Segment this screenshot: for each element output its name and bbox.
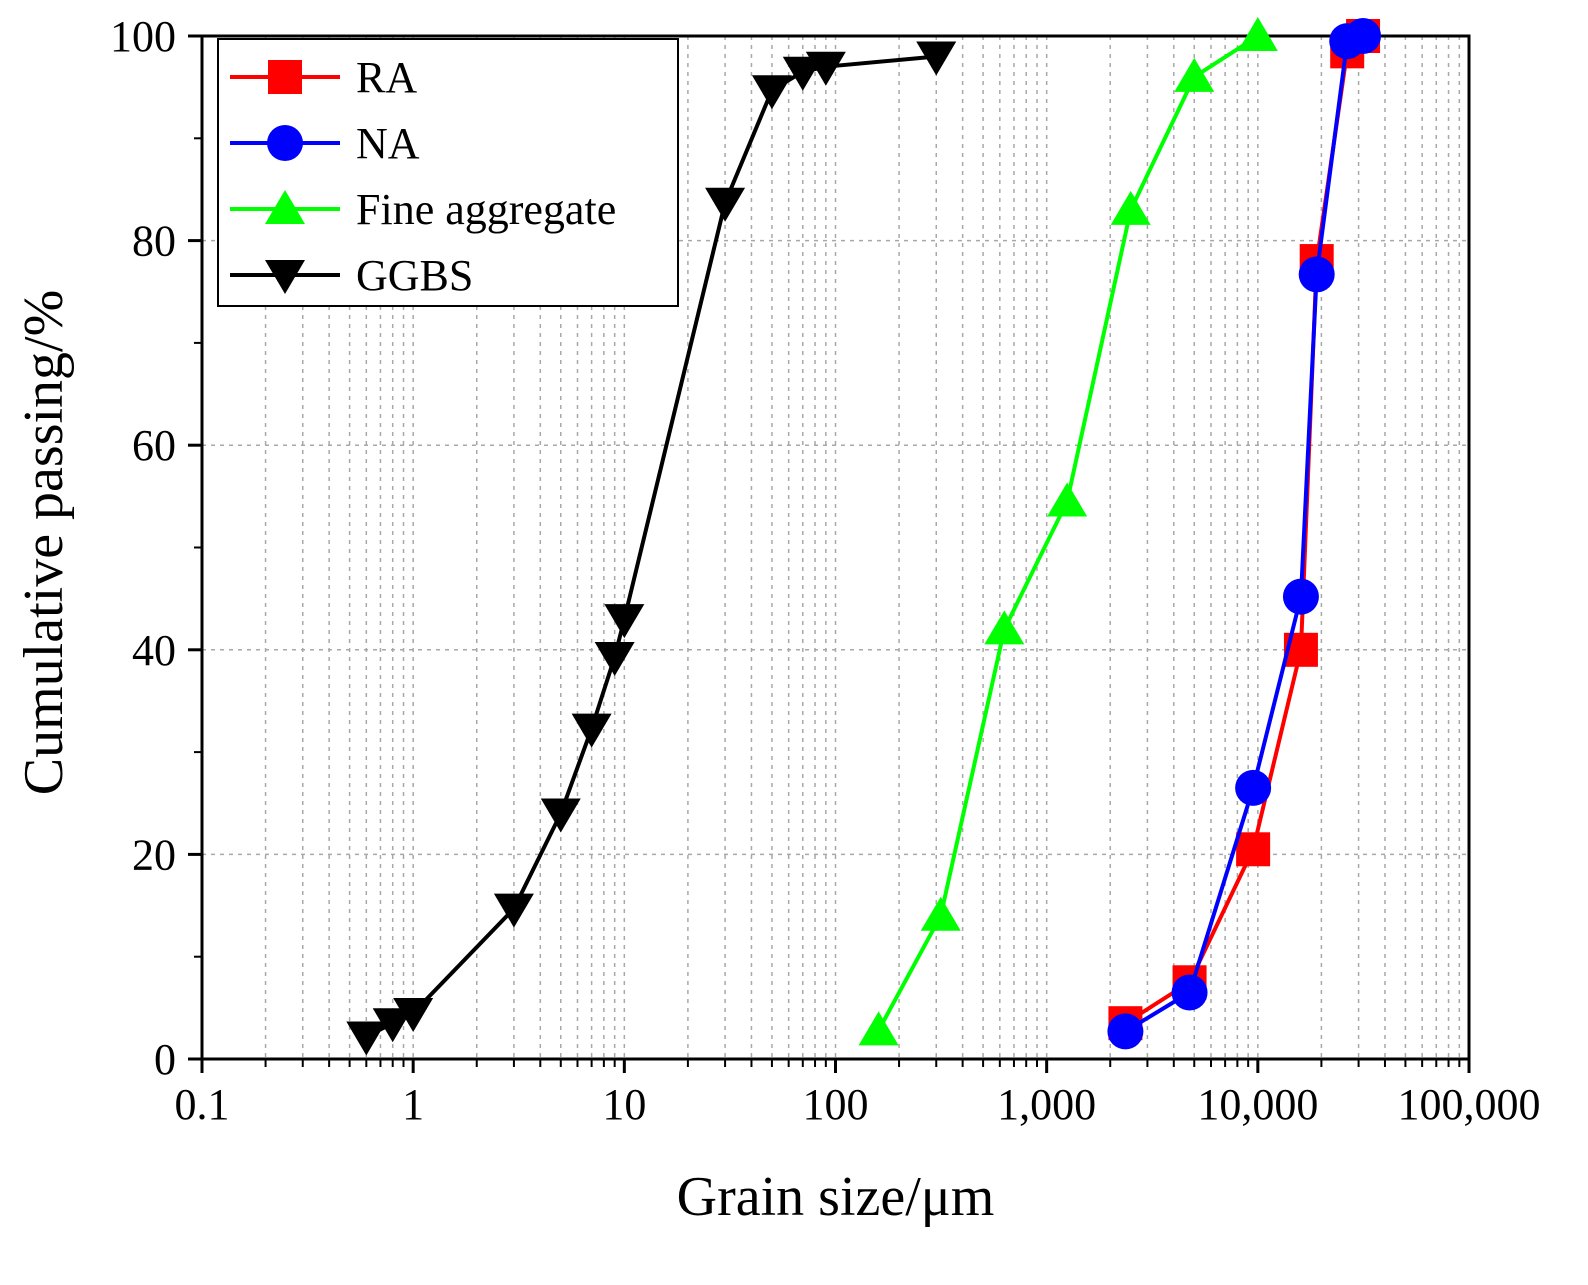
data-point-na [1282,578,1319,615]
legend-label-ra: RA [356,53,417,102]
series-line-fine-aggregate [876,34,1259,1032]
data-point-na [1345,18,1382,54]
data-point-fine-aggregate [1237,17,1278,51]
data-point-ggbs [805,51,846,86]
data-point-ggbs [782,56,823,91]
y-tick-label: 100 [110,12,176,61]
x-axis-title: Grain size/μm [677,1166,995,1228]
axis-ticks: 0.1 1 10 100 1,000 10,000 100,000 0 20 40 60 80 100 [110,12,1541,1129]
data-point-na [1298,256,1335,293]
series-ggbs [346,41,957,1056]
y-tick-label: 20 [132,830,176,879]
data-point-ggbs [571,713,612,748]
legend-marker-fine-aggregate [265,190,305,224]
series-line-na [1124,34,1364,1034]
data-point-fine-aggregate [1047,482,1088,517]
series-fine-aggregate [858,17,1278,1046]
x-tick-label: 1 [402,1080,424,1129]
legend: RA NA Fine aggregate GGBS [217,38,679,307]
data-point-ggbs [540,798,581,833]
data-point-na [1235,769,1272,806]
data-point-fine-aggregate [1174,57,1215,92]
data-point-ra [1236,832,1271,867]
x-tick-label: 0.1 [175,1080,230,1129]
data-point-ggbs [705,187,746,222]
data-point-ggbs [916,41,957,76]
data-point-na [1171,974,1208,1011]
y-axis-title: Cumulative passing/% [13,290,75,796]
y-tick-label: 60 [132,421,176,470]
x-tick-label: 10 [602,1080,646,1129]
data-point-fine-aggregate [858,1011,899,1046]
data-point-ggbs [346,1021,387,1056]
x-tick-label: 100 [803,1080,869,1129]
x-tick-label: 100,000 [1398,1080,1541,1129]
data-point-ggbs [493,893,534,928]
legend-marker-ra [268,60,302,94]
data-point-fine-aggregate [984,610,1025,645]
series-layer [346,17,1382,1056]
legend-marker-na [267,125,303,161]
legend-label-na: NA [356,119,420,168]
legend-label-ggbs: GGBS [356,251,473,300]
data-point-fine-aggregate [1110,190,1151,225]
data-point-ggbs [751,75,792,110]
x-tick-label: 1,000 [997,1080,1096,1129]
data-point-ggbs [604,604,645,639]
data-point-ggbs [372,1008,413,1043]
legend-label-fine-aggregate: Fine aggregate [356,185,616,234]
data-point-fine-aggregate [920,896,961,931]
y-tick-label: 0 [154,1035,176,1084]
data-point-ggbs [594,641,635,676]
y-tick-label: 40 [132,626,176,675]
legend-marker-ggbs [265,260,305,294]
y-tick-label: 80 [132,217,176,266]
series-na [1107,18,1382,1050]
data-point-na [1107,1013,1144,1050]
data-point-ggbs [393,997,434,1032]
x-tick-label: 10,000 [1197,1080,1318,1129]
